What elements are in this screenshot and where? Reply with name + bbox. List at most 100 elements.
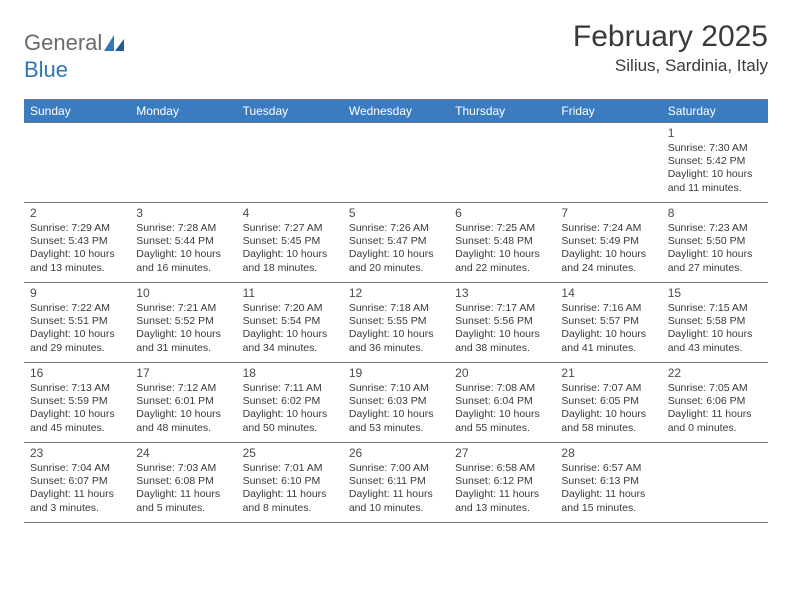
day-info-line: Daylight: 10 hours <box>30 328 124 341</box>
day-number: 6 <box>455 206 549 221</box>
day-info-line: Daylight: 10 hours <box>243 408 337 421</box>
day-info-line: and 48 minutes. <box>136 422 230 435</box>
day-cell: 2Sunrise: 7:29 AMSunset: 5:43 PMDaylight… <box>24 203 130 282</box>
day-info-line: Sunset: 5:44 PM <box>136 235 230 248</box>
week-row: 2Sunrise: 7:29 AMSunset: 5:43 PMDaylight… <box>24 203 768 283</box>
day-info-line: Daylight: 10 hours <box>243 328 337 341</box>
day-info-line: Daylight: 11 hours <box>30 488 124 501</box>
day-cell: 25Sunrise: 7:01 AMSunset: 6:10 PMDayligh… <box>237 443 343 522</box>
day-number: 5 <box>349 206 443 221</box>
day-info-line: and 55 minutes. <box>455 422 549 435</box>
day-info-line: Sunrise: 7:25 AM <box>455 222 549 235</box>
day-info-line: Daylight: 11 hours <box>455 488 549 501</box>
day-number: 19 <box>349 366 443 381</box>
day-info-line: and 5 minutes. <box>136 502 230 515</box>
day-info-line: Sunset: 5:45 PM <box>243 235 337 248</box>
day-info-line: Daylight: 10 hours <box>349 328 443 341</box>
day-info-line: Sunset: 6:06 PM <box>668 395 762 408</box>
day-info-line: Sunrise: 7:30 AM <box>668 142 762 155</box>
day-info-line: Sunrise: 7:01 AM <box>243 462 337 475</box>
day-info-line: Daylight: 10 hours <box>561 248 655 261</box>
day-cell: 11Sunrise: 7:20 AMSunset: 5:54 PMDayligh… <box>237 283 343 362</box>
day-info-line: Daylight: 10 hours <box>30 248 124 261</box>
day-info-line: and 20 minutes. <box>349 262 443 275</box>
day-info-line: Sunrise: 7:15 AM <box>668 302 762 315</box>
day-info-line: Sunset: 5:59 PM <box>30 395 124 408</box>
day-cell <box>555 123 661 202</box>
day-cell: 14Sunrise: 7:16 AMSunset: 5:57 PMDayligh… <box>555 283 661 362</box>
day-cell: 12Sunrise: 7:18 AMSunset: 5:55 PMDayligh… <box>343 283 449 362</box>
day-info-line: Sunset: 6:04 PM <box>455 395 549 408</box>
day-cell: 3Sunrise: 7:28 AMSunset: 5:44 PMDaylight… <box>130 203 236 282</box>
day-info-line: Sunrise: 7:24 AM <box>561 222 655 235</box>
day-cell: 20Sunrise: 7:08 AMSunset: 6:04 PMDayligh… <box>449 363 555 442</box>
header: GeneralBlue February 2025 Silius, Sardin… <box>24 20 768 83</box>
day-cell <box>237 123 343 202</box>
day-info-line: and 13 minutes. <box>30 262 124 275</box>
day-info-line: Daylight: 10 hours <box>136 328 230 341</box>
day-info-line: and 31 minutes. <box>136 342 230 355</box>
day-info-line: Sunset: 5:52 PM <box>136 315 230 328</box>
day-info-line: Sunrise: 6:58 AM <box>455 462 549 475</box>
day-number: 12 <box>349 286 443 301</box>
day-info-line: Daylight: 11 hours <box>136 488 230 501</box>
logo-text-gray: General <box>24 30 102 55</box>
day-info-line: Sunset: 6:01 PM <box>136 395 230 408</box>
day-cell: 8Sunrise: 7:23 AMSunset: 5:50 PMDaylight… <box>662 203 768 282</box>
day-cell: 28Sunrise: 6:57 AMSunset: 6:13 PMDayligh… <box>555 443 661 522</box>
day-info-line: Sunset: 6:02 PM <box>243 395 337 408</box>
day-info-line: Daylight: 10 hours <box>561 408 655 421</box>
day-info-line: Sunset: 6:03 PM <box>349 395 443 408</box>
day-info-line: Sunset: 6:05 PM <box>561 395 655 408</box>
day-header-cell: Wednesday <box>343 100 449 122</box>
day-number: 15 <box>668 286 762 301</box>
day-info-line: Sunrise: 7:08 AM <box>455 382 549 395</box>
day-info-line: and 10 minutes. <box>349 502 443 515</box>
day-number: 16 <box>30 366 124 381</box>
day-info-line: Sunrise: 7:21 AM <box>136 302 230 315</box>
logo-text-blue: Blue <box>24 57 68 82</box>
day-info-line: Sunrise: 7:29 AM <box>30 222 124 235</box>
day-info-line: Sunrise: 7:07 AM <box>561 382 655 395</box>
day-info-line: and 0 minutes. <box>668 422 762 435</box>
day-number: 7 <box>561 206 655 221</box>
day-info-line: Sunset: 6:07 PM <box>30 475 124 488</box>
day-cell: 16Sunrise: 7:13 AMSunset: 5:59 PMDayligh… <box>24 363 130 442</box>
day-info-line: Sunset: 5:55 PM <box>349 315 443 328</box>
week-row: 23Sunrise: 7:04 AMSunset: 6:07 PMDayligh… <box>24 443 768 523</box>
day-number: 4 <box>243 206 337 221</box>
day-info-line: Sunrise: 7:10 AM <box>349 382 443 395</box>
day-info-line: and 13 minutes. <box>455 502 549 515</box>
day-cell: 6Sunrise: 7:25 AMSunset: 5:48 PMDaylight… <box>449 203 555 282</box>
day-info-line: Sunrise: 7:16 AM <box>561 302 655 315</box>
day-cell: 19Sunrise: 7:10 AMSunset: 6:03 PMDayligh… <box>343 363 449 442</box>
day-info-line: and 38 minutes. <box>455 342 549 355</box>
day-info-line: Daylight: 10 hours <box>243 248 337 261</box>
day-number: 28 <box>561 446 655 461</box>
day-info-line: Sunset: 5:42 PM <box>668 155 762 168</box>
day-header-cell: Sunday <box>24 100 130 122</box>
day-info-line: Daylight: 10 hours <box>30 408 124 421</box>
day-info-line: Sunset: 5:51 PM <box>30 315 124 328</box>
day-cell: 17Sunrise: 7:12 AMSunset: 6:01 PMDayligh… <box>130 363 236 442</box>
day-cell: 13Sunrise: 7:17 AMSunset: 5:56 PMDayligh… <box>449 283 555 362</box>
day-info-line: Daylight: 11 hours <box>243 488 337 501</box>
day-info-line: Sunrise: 7:00 AM <box>349 462 443 475</box>
logo: GeneralBlue <box>24 20 124 83</box>
day-info-line: Daylight: 10 hours <box>136 408 230 421</box>
day-number: 2 <box>30 206 124 221</box>
day-info-line: Sunset: 5:47 PM <box>349 235 443 248</box>
day-info-line: Daylight: 10 hours <box>349 248 443 261</box>
day-cell <box>130 123 236 202</box>
title-block: February 2025 Silius, Sardinia, Italy <box>573 20 768 76</box>
day-cell: 5Sunrise: 7:26 AMSunset: 5:47 PMDaylight… <box>343 203 449 282</box>
day-info-line: and 29 minutes. <box>30 342 124 355</box>
day-cell: 24Sunrise: 7:03 AMSunset: 6:08 PMDayligh… <box>130 443 236 522</box>
day-info-line: Sunset: 5:58 PM <box>668 315 762 328</box>
day-cell <box>449 123 555 202</box>
day-number: 18 <box>243 366 337 381</box>
week-row: 1Sunrise: 7:30 AMSunset: 5:42 PMDaylight… <box>24 123 768 203</box>
day-number: 11 <box>243 286 337 301</box>
day-info-line: Sunrise: 6:57 AM <box>561 462 655 475</box>
day-number: 1 <box>668 126 762 141</box>
